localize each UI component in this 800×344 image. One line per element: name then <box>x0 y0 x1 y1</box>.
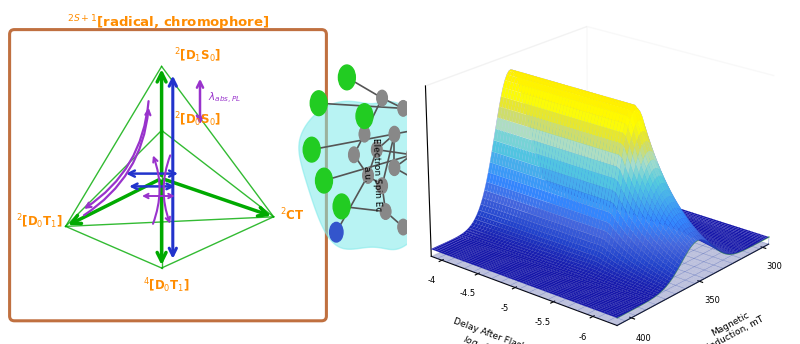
Y-axis label: Delay After Flash
$log_{10}$(sec): Delay After Flash $log_{10}$(sec) <box>446 317 527 344</box>
Circle shape <box>315 168 333 193</box>
Circle shape <box>389 126 400 142</box>
Circle shape <box>349 147 359 163</box>
Circle shape <box>356 104 373 128</box>
Circle shape <box>359 126 370 142</box>
Text: $\lambda_{abs,PL}$: $\lambda_{abs,PL}$ <box>208 91 241 106</box>
Circle shape <box>377 178 387 194</box>
Circle shape <box>338 65 355 90</box>
Text: $^{2}$[D$_0$S$_0$]: $^{2}$[D$_0$S$_0$] <box>174 110 222 129</box>
Text: $^{2}$CT: $^{2}$CT <box>280 207 304 224</box>
Circle shape <box>419 212 430 227</box>
Polygon shape <box>299 101 454 250</box>
Circle shape <box>419 212 430 227</box>
Circle shape <box>377 178 387 194</box>
Circle shape <box>377 90 387 106</box>
Circle shape <box>406 147 418 163</box>
Text: $^{4}$[D$_0$T$_1$]: $^{4}$[D$_0$T$_1$] <box>143 276 190 295</box>
Circle shape <box>412 173 422 189</box>
Circle shape <box>380 204 391 219</box>
Circle shape <box>377 90 387 106</box>
Circle shape <box>415 121 426 137</box>
Circle shape <box>412 173 422 189</box>
Text: $^{2S+1}$[radical, chromophore]: $^{2S+1}$[radical, chromophore] <box>66 13 270 33</box>
Circle shape <box>380 204 391 219</box>
Circle shape <box>406 147 418 163</box>
Text: $^{2}$[D$_0$T$_1$]: $^{2}$[D$_0$T$_1$] <box>16 212 62 231</box>
Circle shape <box>349 147 359 163</box>
Circle shape <box>303 137 320 162</box>
Circle shape <box>398 219 409 235</box>
Circle shape <box>398 100 409 116</box>
Circle shape <box>362 168 374 183</box>
Circle shape <box>371 142 382 158</box>
Circle shape <box>362 168 374 183</box>
Circle shape <box>398 100 409 116</box>
Circle shape <box>310 91 327 116</box>
X-axis label: Magnetic
Induction, mT: Magnetic Induction, mT <box>702 305 766 344</box>
Circle shape <box>430 189 440 204</box>
Text: $^{2}$[D$_1$S$_0$]: $^{2}$[D$_1$S$_0$] <box>174 46 222 65</box>
Circle shape <box>389 160 400 175</box>
Circle shape <box>398 219 409 235</box>
Circle shape <box>333 194 350 219</box>
Circle shape <box>389 160 400 175</box>
Circle shape <box>389 126 400 142</box>
Circle shape <box>330 223 343 242</box>
Circle shape <box>359 126 370 142</box>
FancyBboxPatch shape <box>10 30 326 321</box>
Circle shape <box>430 189 440 204</box>
Circle shape <box>415 121 426 137</box>
Circle shape <box>371 142 382 158</box>
